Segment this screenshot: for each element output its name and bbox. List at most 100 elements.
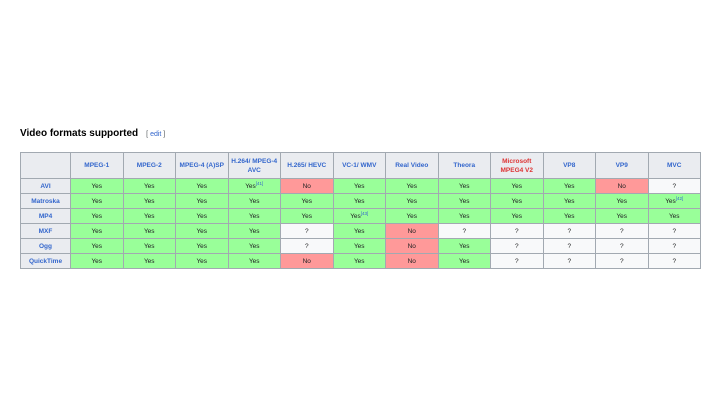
column-header[interactable]: H.264/ MPEG-4 AVC (227, 152, 281, 179)
support-value: Yes (143, 197, 155, 205)
support-cell: ? (490, 253, 544, 269)
support-cell: Yes[43] (332, 208, 386, 224)
support-value: Yes (353, 242, 365, 250)
support-cell: Yes (437, 238, 491, 254)
support-cell: Yes (332, 238, 386, 254)
support-cell: ? (280, 223, 334, 239)
section-heading: Video formats supported [ edit ] (20, 128, 165, 139)
support-cell: Yes (175, 223, 229, 239)
support-value: ? (567, 242, 572, 250)
video-formats-table: MPEG-1 MPEG-2 MPEG-4 (A)SP H.264/ MPEG-4 AV… (20, 152, 701, 269)
column-header[interactable]: VP8 (542, 152, 596, 179)
support-cell: Yes (70, 223, 124, 239)
support-value: Yes (143, 257, 155, 265)
support-cell: ? (490, 223, 544, 239)
support-value: Yes (91, 227, 103, 235)
support-value: ? (672, 257, 677, 265)
support-value: ? (514, 242, 519, 250)
support-cell: Yes (175, 208, 229, 224)
support-value: Yes (563, 182, 575, 190)
row-header[interactable]: MP4 (20, 208, 71, 224)
support-value: Yes (511, 197, 523, 205)
support-cell: Yes (70, 253, 124, 269)
support-value: Yes (458, 242, 470, 250)
column-header[interactable]: Theora (437, 152, 491, 179)
support-cell: ? (595, 238, 649, 254)
support-cell: Yes (175, 253, 229, 269)
support-value: Yes (196, 197, 208, 205)
column-header[interactable]: VC-1/ WMV (332, 152, 386, 179)
support-cell: Yes (175, 193, 229, 209)
table-row: Matroska Yes Yes Yes Yes Yes Yes Yes Yes Yes Yes Ye… (20, 193, 701, 209)
support-cell: Yes (175, 178, 229, 194)
column-header[interactable]: MVC (647, 152, 701, 179)
support-cell: Yes (70, 178, 124, 194)
table-row: QuickTime Yes Yes Yes Yes No Yes No Yes???? (20, 253, 701, 269)
support-cell: ? (647, 238, 701, 254)
column-header[interactable]: H.265/ HEVC (280, 152, 334, 179)
support-cell: ? (280, 238, 334, 254)
support-cell: Yes (280, 193, 334, 209)
support-cell: Yes (122, 193, 176, 209)
support-value: Yes (406, 197, 418, 205)
support-cell: ? (647, 223, 701, 239)
support-cell: Yes (122, 223, 176, 239)
support-cell: Yes (227, 223, 281, 239)
row-header[interactable]: AVI (20, 178, 71, 194)
support-value: Yes (350, 212, 361, 220)
support-cell: Yes (542, 193, 596, 209)
support-value: ? (304, 227, 309, 235)
support-value: Yes (406, 182, 418, 190)
support-cell: No (280, 253, 334, 269)
support-value: No (617, 182, 626, 190)
support-cell: No (385, 223, 439, 239)
support-cell: Yes (70, 238, 124, 254)
support-cell: Yes (332, 193, 386, 209)
row-header[interactable]: MXF (20, 223, 71, 239)
support-value: Yes (406, 212, 418, 220)
support-value: Yes (245, 182, 256, 190)
support-cell: ? (542, 253, 596, 269)
support-cell: Yes (227, 193, 281, 209)
column-header[interactable]: MPEG-1 (70, 152, 124, 179)
reference-link[interactable]: [41] (255, 180, 264, 186)
support-value: Yes (91, 242, 103, 250)
reference-link[interactable]: [43] (360, 210, 369, 216)
support-value: Yes (196, 257, 208, 265)
support-value: Yes (248, 197, 260, 205)
table-row: AVI Yes Yes Yes Yes[41] No Yes Yes Yes Yes Yes No? (20, 178, 701, 194)
row-header[interactable]: QuickTime (20, 253, 71, 269)
support-cell: Yes (70, 193, 124, 209)
support-value: Yes (196, 182, 208, 190)
column-header[interactable]: VP9 (595, 152, 649, 179)
reference-link[interactable]: [42] (675, 195, 684, 201)
row-header[interactable]: Ogg (20, 238, 71, 254)
support-cell: ? (437, 223, 491, 239)
support-cell: Yes (227, 238, 281, 254)
support-cell: Yes (385, 193, 439, 209)
support-value: ? (462, 227, 467, 235)
support-cell: Yes (332, 178, 386, 194)
support-value: Yes (143, 182, 155, 190)
column-header[interactable]: Microsoft MPEG4 V2 (490, 152, 544, 179)
support-value: Yes (248, 212, 260, 220)
support-cell: Yes (122, 253, 176, 269)
support-value: Yes (353, 227, 365, 235)
support-cell: No (385, 253, 439, 269)
support-cell: Yes (437, 178, 491, 194)
support-value: ? (672, 242, 677, 250)
column-header[interactable]: MPEG-2 (122, 152, 176, 179)
support-cell: Yes (332, 223, 386, 239)
support-value: Yes (665, 197, 676, 205)
support-value: Yes (353, 197, 365, 205)
edit-link[interactable]: edit (150, 131, 162, 138)
column-header[interactable]: MPEG-4 (A)SP (175, 152, 229, 179)
support-value: Yes (143, 227, 155, 235)
column-header[interactable]: Real Video (385, 152, 439, 179)
row-header[interactable]: Matroska (20, 193, 71, 209)
support-value: Yes (458, 257, 470, 265)
support-value: ? (304, 242, 309, 250)
support-value: Yes (511, 182, 523, 190)
support-cell: Yes[41] (227, 178, 281, 194)
support-value: Yes (91, 212, 103, 220)
